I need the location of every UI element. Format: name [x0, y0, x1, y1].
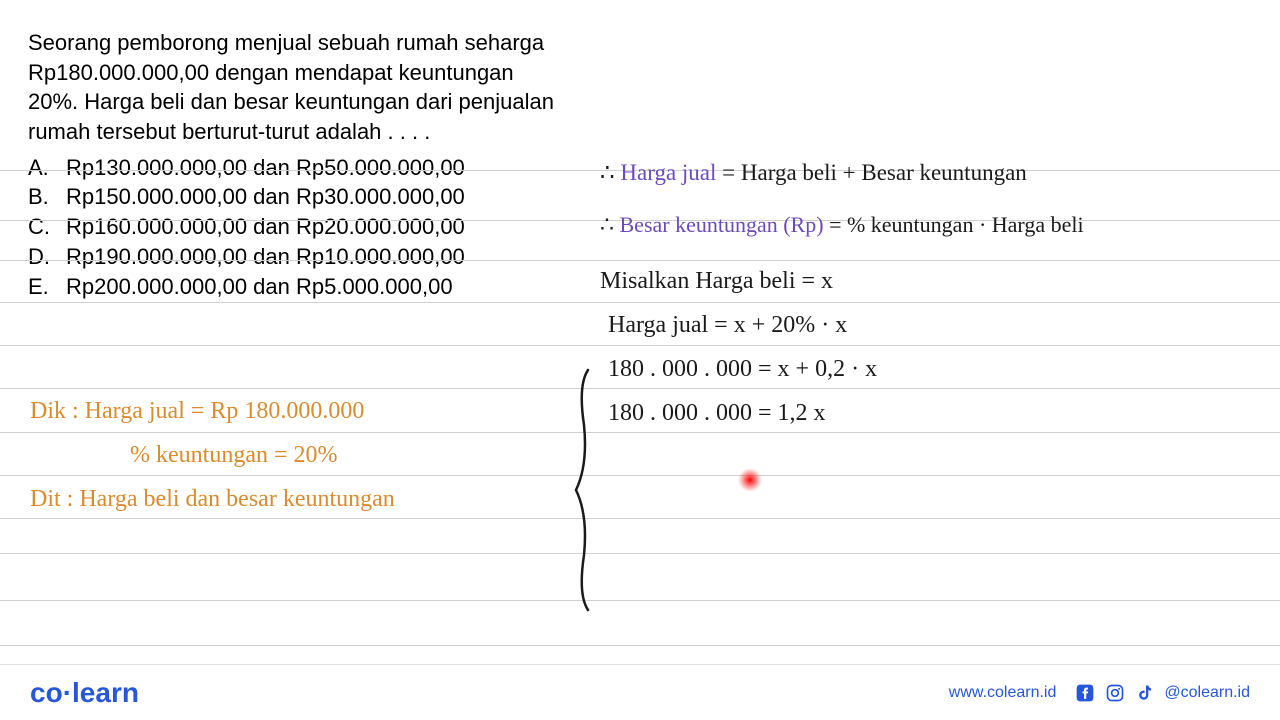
rule-line — [0, 388, 1280, 389]
question-text: Seorang pemborong menjual sebuah rumah s… — [28, 28, 558, 147]
option-text: Rp190.000.000,00 dan Rp10.000.000,00 — [66, 242, 465, 272]
rule-line — [0, 475, 1280, 476]
footer-right: www.colearn.id @colearn.id — [949, 682, 1250, 704]
hw-lead: ∴ — [600, 160, 620, 185]
option-b: B. Rp150.000.000,00 dan Rp30.000.000,00 — [28, 182, 558, 212]
logo-learn: learn — [72, 677, 139, 708]
hw-misalkan: Misalkan Harga beli = x — [600, 268, 833, 295]
rule-line — [0, 553, 1280, 554]
option-d: D. Rp190.000.000,00 dan Rp10.000.000,00 — [28, 242, 558, 272]
facebook-icon[interactable] — [1074, 682, 1096, 704]
option-text: Rp130.000.000,00 dan Rp50.000.000,00 — [66, 153, 465, 183]
hw-eq-line6: 180 . 000 . 000 = 1,2 x — [608, 400, 826, 427]
hw-body: Harga jual = Rp 180.000.000 — [85, 398, 365, 424]
option-letter: C. — [28, 212, 66, 242]
separator-brace — [570, 365, 600, 615]
option-text: Rp200.000.000,00 dan Rp5.000.000,00 — [66, 272, 453, 302]
laser-pointer-dot — [738, 468, 762, 492]
rule-line — [0, 432, 1280, 433]
option-a: A. Rp130.000.000,00 dan Rp50.000.000,00 — [28, 153, 558, 183]
tiktok-icon[interactable] — [1134, 682, 1156, 704]
social-group: @colearn.id — [1074, 682, 1250, 704]
hw-dik-line2: % keuntungan = 20% — [130, 442, 338, 469]
hw-rest: = Harga beli + Besar keuntungan — [722, 160, 1027, 185]
rule-line — [0, 645, 1280, 646]
option-letter: D. — [28, 242, 66, 272]
hw-dit-line: Dit : Harga beli dan besar keuntungan — [30, 486, 395, 513]
option-letter: E. — [28, 272, 66, 302]
logo-dot: · — [63, 677, 72, 708]
hw-formula-line1: ∴ Harga jual = Harga beli + Besar keuntu… — [600, 160, 1027, 186]
hw-formula-line2: ∴ Besar keuntungan (Rp) = % keuntungan ·… — [600, 212, 1084, 238]
rule-line — [0, 345, 1280, 346]
logo-co: co — [30, 677, 63, 708]
hw-eq-line5: 180 . 000 . 000 = x + 0,2 · x — [608, 356, 877, 383]
option-letter: A. — [28, 153, 66, 183]
hw-purple-term: Besar keuntungan (Rp) — [620, 212, 824, 237]
footer: co·learn www.colearn.id @colearn.id — [0, 664, 1280, 720]
option-e: E. Rp200.000.000,00 dan Rp5.000.000,00 — [28, 272, 558, 302]
hw-dik-line1: Dik : Harga jual = Rp 180.000.000 — [30, 398, 364, 425]
website-link[interactable]: www.colearn.id — [949, 684, 1057, 702]
option-c: C. Rp160.000.000,00 dan Rp20.000.000,00 — [28, 212, 558, 242]
instagram-icon[interactable] — [1104, 682, 1126, 704]
option-text: Rp150.000.000,00 dan Rp30.000.000,00 — [66, 182, 465, 212]
hw-body: Harga beli dan besar keuntungan — [79, 486, 394, 512]
social-handle[interactable]: @colearn.id — [1164, 684, 1250, 702]
colearn-logo: co·learn — [30, 677, 139, 709]
hw-prefix: Dik : — [30, 398, 79, 424]
rule-line — [0, 518, 1280, 519]
hw-lead: ∴ — [600, 212, 620, 237]
hw-rest: = % keuntungan · Harga beli — [829, 212, 1084, 237]
hw-prefix: Dit : — [30, 486, 73, 512]
rule-line — [0, 302, 1280, 303]
rule-line — [0, 600, 1280, 601]
hw-purple-term: Harga jual — [620, 160, 716, 185]
hw-eq-line4: Harga jual = x + 20% · x — [608, 312, 847, 339]
rule-line — [0, 260, 1280, 261]
options-list: A. Rp130.000.000,00 dan Rp50.000.000,00 … — [28, 153, 558, 301]
option-text: Rp160.000.000,00 dan Rp20.000.000,00 — [66, 212, 465, 242]
option-letter: B. — [28, 182, 66, 212]
